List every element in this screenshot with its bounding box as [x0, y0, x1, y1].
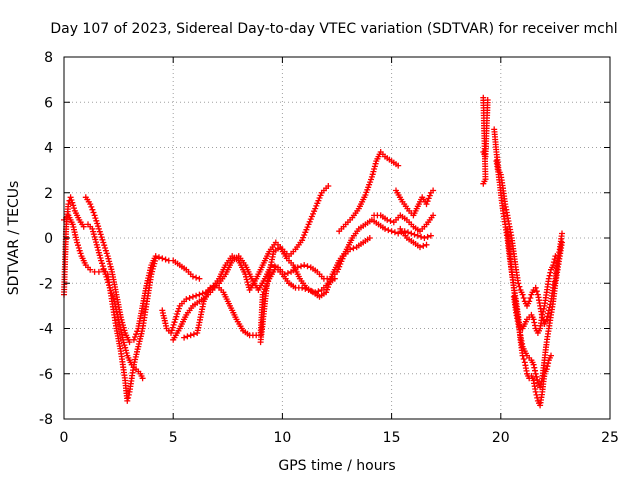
data-series-12: [480, 94, 491, 187]
data-points: [61, 94, 565, 409]
data-series-8: [336, 149, 402, 235]
y-tick-label: 8: [44, 50, 53, 66]
data-point-markers: [393, 187, 437, 219]
y-tick-label: -8: [39, 412, 53, 428]
data-series-9: [371, 212, 437, 235]
data-point-markers: [336, 149, 402, 235]
x-tick-label: 5: [169, 430, 178, 446]
data-series-11: [397, 225, 430, 251]
x-tick-label: 0: [60, 430, 69, 446]
data-point-markers: [181, 264, 338, 341]
data-series-10: [393, 187, 437, 219]
y-tick-label: -2: [39, 276, 53, 292]
y-axis-ticks: -8 -6 -4 -2 0 2 4 6 8: [39, 50, 610, 428]
x-axis-label: GPS time / hours: [278, 458, 395, 474]
data-series-7: [257, 216, 434, 346]
data-point-markers: [257, 216, 434, 346]
x-tick-label: 25: [601, 430, 619, 446]
chart-title: Day 107 of 2023, Sidereal Day-to-day VTE…: [50, 21, 617, 37]
y-tick-label: -6: [39, 367, 53, 383]
grid-lines: [64, 57, 610, 419]
data-series-6: [181, 264, 338, 341]
data-point-markers: [510, 239, 565, 391]
x-axis-ticks: 0 5 10 15 20 25: [60, 57, 619, 446]
data-series-3: [82, 194, 203, 346]
data-point-markers: [82, 194, 203, 346]
data-series-16: [510, 239, 565, 391]
data-point-markers: [371, 212, 437, 235]
y-tick-label: 6: [44, 95, 53, 111]
x-tick-label: 15: [383, 430, 401, 446]
y-tick-label: -4: [39, 322, 53, 338]
data-point-markers: [397, 225, 430, 251]
y-tick-label: 2: [44, 186, 53, 202]
y-axis-label: SDTVAR / TECUs: [6, 181, 22, 296]
y-tick-label: 4: [44, 141, 53, 157]
x-tick-label: 10: [273, 430, 291, 446]
data-point-markers: [480, 94, 491, 187]
y-tick-label: 0: [44, 231, 53, 247]
x-tick-label: 20: [492, 430, 510, 446]
